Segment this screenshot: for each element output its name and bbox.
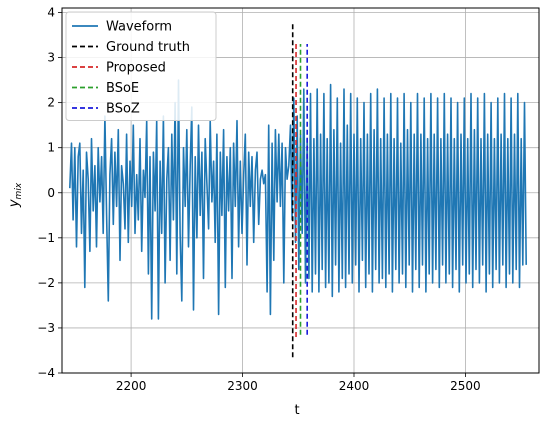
x-tick-label: 2300 <box>227 379 258 393</box>
legend-label: BSoE <box>106 81 139 96</box>
y-tick-label: −3 <box>37 321 55 335</box>
y-tick-label: −1 <box>37 231 55 245</box>
y-tick-label: 0 <box>47 186 55 200</box>
plot-frame <box>61 7 540 374</box>
y-tick-label: 2 <box>47 96 55 110</box>
x-tick-label: 2500 <box>450 379 481 393</box>
x-axis: 2200 2300 2400 2500 <box>116 373 481 393</box>
plot-area <box>69 21 527 358</box>
legend-label: Waveform <box>106 20 172 35</box>
legend-label: BSoZ <box>106 102 140 117</box>
legend-label: Ground truth <box>106 40 190 55</box>
legend-label: Proposed <box>106 61 166 76</box>
y-axis: −4 −3 −2 −1 0 1 2 3 4 <box>37 6 62 380</box>
y-tick-label: −2 <box>37 276 55 290</box>
x-axis-label: t <box>294 403 299 418</box>
series-waveform <box>69 79 527 320</box>
y-tick-label: −4 <box>37 366 55 380</box>
y-axis-label-group: ymix <box>7 182 24 208</box>
y-tick-label: 1 <box>47 141 55 155</box>
y-axis-label-main: y <box>7 199 22 208</box>
y-tick-label: 4 <box>47 6 55 20</box>
x-tick-label: 2400 <box>339 379 370 393</box>
legend: Waveform Ground truth Proposed BSoE BSoZ <box>65 11 217 121</box>
legend-box <box>65 11 217 121</box>
y-axis-label: ymix <box>7 182 24 208</box>
y-axis-label-subscript: mix <box>14 182 24 199</box>
x-tick-label: 2200 <box>116 379 147 393</box>
y-tick-label: 3 <box>47 51 55 65</box>
